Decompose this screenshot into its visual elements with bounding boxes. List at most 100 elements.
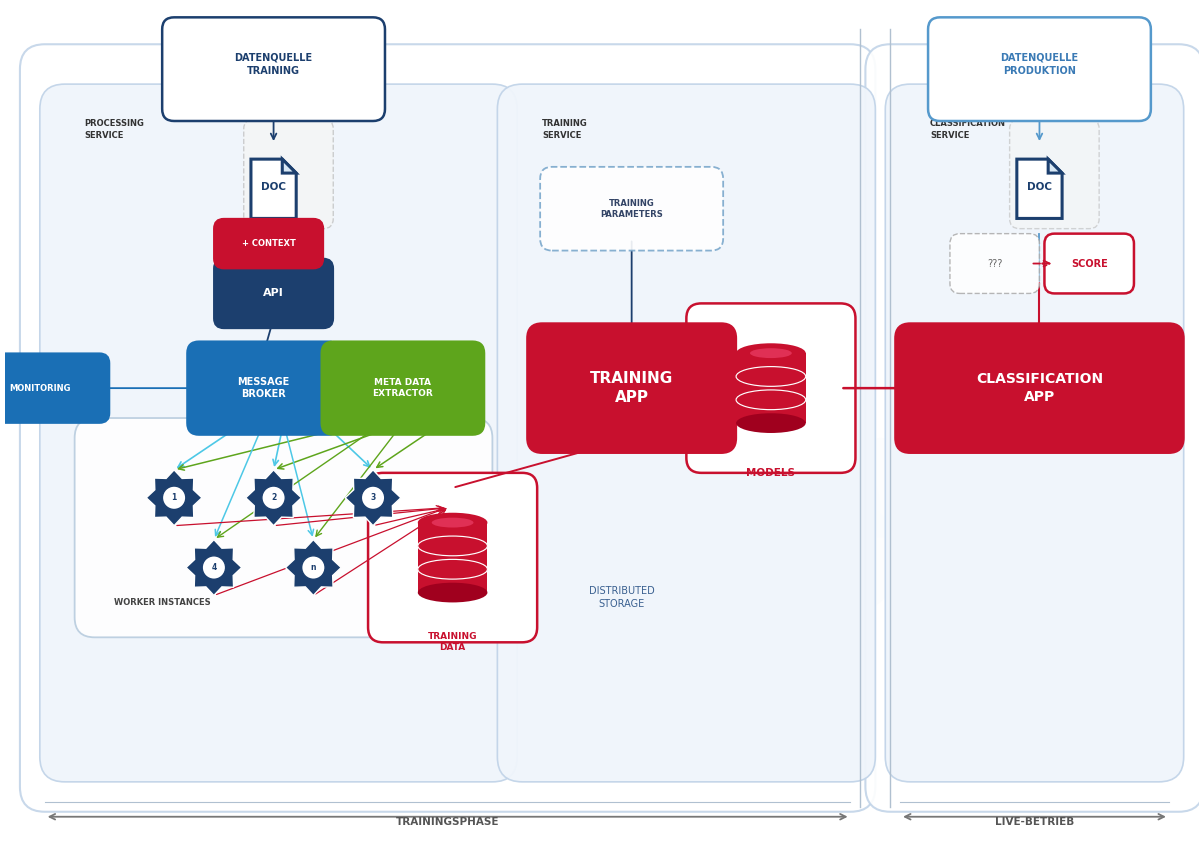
Ellipse shape <box>736 414 805 433</box>
Text: PROCESSING
SERVICE: PROCESSING SERVICE <box>84 119 144 140</box>
FancyBboxPatch shape <box>497 84 875 782</box>
FancyBboxPatch shape <box>928 17 1151 121</box>
Circle shape <box>707 363 856 513</box>
Circle shape <box>631 398 830 597</box>
Polygon shape <box>282 159 296 173</box>
Text: DATENQUELLE
PRODUKTION: DATENQUELLE PRODUKTION <box>1001 52 1079 76</box>
FancyBboxPatch shape <box>1009 119 1099 228</box>
Circle shape <box>742 438 881 577</box>
Ellipse shape <box>432 517 474 528</box>
Circle shape <box>582 338 761 517</box>
Circle shape <box>766 403 875 513</box>
Polygon shape <box>251 159 296 219</box>
Polygon shape <box>1016 159 1062 219</box>
Text: SCORE: SCORE <box>1070 258 1108 269</box>
Ellipse shape <box>418 583 487 602</box>
FancyBboxPatch shape <box>686 304 856 473</box>
Circle shape <box>262 486 286 510</box>
Circle shape <box>830 438 930 538</box>
FancyBboxPatch shape <box>214 219 323 269</box>
Polygon shape <box>246 470 301 526</box>
Circle shape <box>512 329 612 428</box>
Text: 4: 4 <box>211 563 216 572</box>
Text: n: n <box>311 563 316 572</box>
FancyBboxPatch shape <box>895 323 1183 453</box>
Ellipse shape <box>736 343 805 363</box>
Circle shape <box>364 448 503 588</box>
Text: META DATA
EXTRACTOR: META DATA EXTRACTOR <box>372 378 433 398</box>
Circle shape <box>427 413 617 602</box>
Circle shape <box>361 486 385 510</box>
Text: LIVE-BETRIEB: LIVE-BETRIEB <box>995 817 1074 827</box>
Text: MESSAGE
BROKER: MESSAGE BROKER <box>238 377 289 399</box>
Text: TRAINING
SERVICE: TRAINING SERVICE <box>542 119 588 140</box>
Ellipse shape <box>418 513 487 533</box>
FancyBboxPatch shape <box>865 45 1200 812</box>
Text: DISTRIBUTED
STORAGE: DISTRIBUTED STORAGE <box>589 586 654 609</box>
Ellipse shape <box>736 390 805 409</box>
Text: 3: 3 <box>371 493 376 502</box>
Text: DOC: DOC <box>1027 182 1052 192</box>
Text: TRAININGSPHASE: TRAININGSPHASE <box>396 817 499 827</box>
Circle shape <box>631 508 791 668</box>
Ellipse shape <box>418 536 487 556</box>
Polygon shape <box>286 540 341 595</box>
FancyBboxPatch shape <box>950 233 1039 293</box>
Text: CLASSIFICATION
APP: CLASSIFICATION APP <box>976 372 1103 404</box>
Text: TRAINING
PARAMETERS: TRAINING PARAMETERS <box>600 199 664 219</box>
FancyBboxPatch shape <box>527 323 736 453</box>
Circle shape <box>398 373 547 523</box>
Polygon shape <box>736 353 805 423</box>
Circle shape <box>532 508 712 687</box>
FancyBboxPatch shape <box>40 84 517 782</box>
FancyBboxPatch shape <box>20 45 875 812</box>
Circle shape <box>637 602 746 712</box>
FancyBboxPatch shape <box>540 166 724 251</box>
Circle shape <box>368 413 478 523</box>
FancyBboxPatch shape <box>368 473 538 643</box>
Circle shape <box>587 313 716 443</box>
FancyBboxPatch shape <box>886 84 1183 782</box>
Text: TRAINING
APP: TRAINING APP <box>590 372 673 405</box>
Circle shape <box>492 388 751 647</box>
Text: ???: ??? <box>988 258 1002 269</box>
Ellipse shape <box>418 559 487 579</box>
Circle shape <box>522 577 661 717</box>
Text: MODELS: MODELS <box>746 468 796 478</box>
Polygon shape <box>146 470 202 526</box>
Circle shape <box>448 563 557 672</box>
Circle shape <box>781 498 900 618</box>
Ellipse shape <box>736 366 805 386</box>
Polygon shape <box>418 523 487 593</box>
FancyBboxPatch shape <box>214 258 334 329</box>
Text: DOC: DOC <box>262 182 286 192</box>
Circle shape <box>691 558 811 677</box>
FancyBboxPatch shape <box>187 341 341 435</box>
Circle shape <box>301 556 325 579</box>
FancyBboxPatch shape <box>74 418 492 637</box>
Text: TRAINING
DATA: TRAINING DATA <box>428 632 478 652</box>
Text: + CONTEXT: + CONTEXT <box>241 239 295 248</box>
Circle shape <box>343 498 462 618</box>
Circle shape <box>202 556 226 579</box>
Polygon shape <box>1048 159 1062 173</box>
Circle shape <box>487 353 656 523</box>
Circle shape <box>162 486 186 510</box>
FancyBboxPatch shape <box>244 119 334 228</box>
FancyBboxPatch shape <box>162 17 385 121</box>
Text: WORKER INSTANCES: WORKER INSTANCES <box>114 598 211 607</box>
Polygon shape <box>346 470 401 526</box>
Text: DATENQUELLE
TRAINING: DATENQUELLE TRAINING <box>234 52 313 76</box>
Ellipse shape <box>750 348 792 358</box>
Text: 1: 1 <box>172 493 176 502</box>
Circle shape <box>329 443 418 533</box>
Text: CLASSIFICATION
SERVICE: CLASSIFICATION SERVICE <box>930 119 1006 140</box>
FancyBboxPatch shape <box>1044 233 1134 293</box>
Circle shape <box>468 513 617 662</box>
FancyBboxPatch shape <box>322 341 485 435</box>
Text: 2: 2 <box>271 493 276 502</box>
Text: MONITORING: MONITORING <box>10 384 71 393</box>
FancyBboxPatch shape <box>0 353 109 423</box>
Text: API: API <box>263 288 284 299</box>
Polygon shape <box>186 540 241 595</box>
